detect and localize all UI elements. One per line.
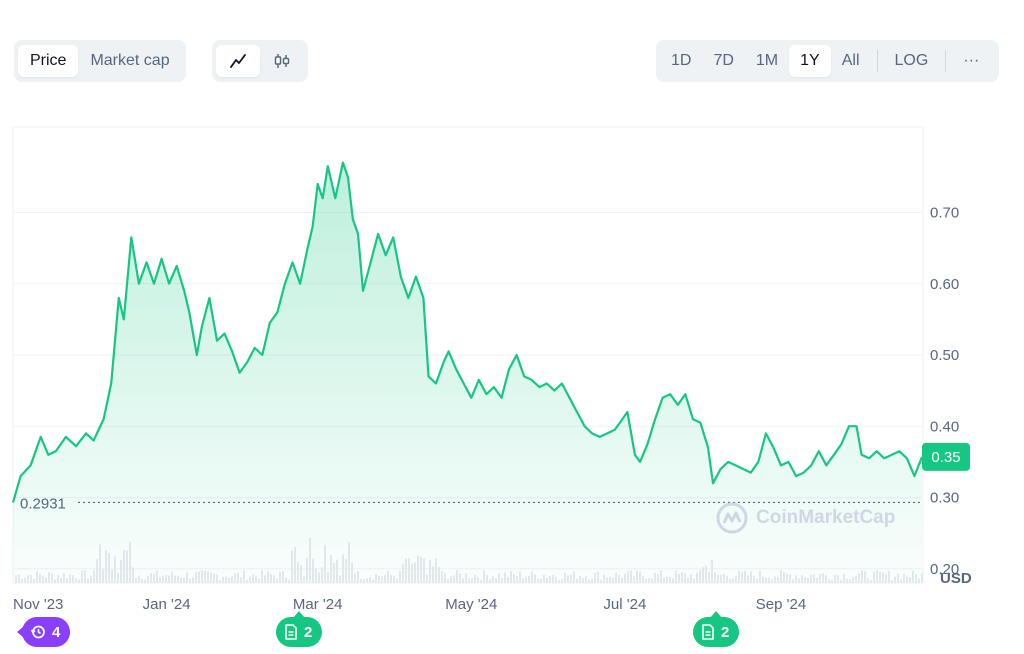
chart-style-toggle	[212, 40, 308, 82]
x-tick-label: Nov '23	[13, 596, 63, 613]
current-price-label: 0.35	[931, 449, 960, 466]
current-price-badge	[922, 442, 970, 471]
x-axis-ticks: Nov '23 Jan '24 Mar '24 May '24 Jul '24 Sep '…	[13, 596, 806, 613]
time-range-toggle: 1D 7D 1M 1Y All LOG ···	[656, 40, 999, 82]
y-tick-label: 0.60	[930, 276, 959, 293]
news-count: 2	[304, 623, 313, 641]
watermark-text: CoinMarketCap	[756, 507, 896, 528]
history-icon	[30, 625, 45, 639]
range-7d-button[interactable]: 7D	[713, 52, 734, 69]
document-icon	[285, 624, 297, 640]
x-tick-label: Mar '24	[293, 596, 343, 613]
log-scale-button[interactable]: LOG	[894, 52, 929, 69]
range-1d-button[interactable]: 1D	[671, 52, 692, 69]
price-line	[11, 161, 924, 503]
more-options-button[interactable]: ···	[963, 52, 980, 69]
y-axis-ticks: 0.70 0.60 0.50 0.40 0.30 0.20	[930, 205, 959, 578]
watermark: CoinMarketCap	[716, 502, 895, 534]
x-tick-label: May '24	[445, 596, 497, 613]
news-count: 2	[721, 623, 730, 641]
x-tick-label: Sep '24	[756, 596, 806, 613]
market-cap-tab[interactable]: Market cap	[90, 52, 170, 69]
y-tick-label: 0.70	[930, 205, 959, 222]
open-price-label: 0.2931	[20, 495, 66, 512]
x-tick-label: Jan '24	[143, 596, 191, 613]
price-area-fill	[13, 162, 922, 583]
candlestick-icon	[274, 54, 290, 68]
line-chart-icon	[230, 54, 246, 68]
line-chart-button[interactable]	[216, 45, 260, 77]
y-tick-label: 0.20	[930, 561, 959, 578]
x-tick-label: Jul '24	[603, 596, 646, 613]
chart-type-toggle: Price Market cap	[14, 40, 186, 82]
history-count: 4	[52, 623, 61, 641]
coinmarketcap-logo-icon	[716, 502, 748, 534]
y-tick-label: 0.30	[930, 490, 959, 507]
news-marker[interactable]: 2	[276, 611, 323, 647]
price-tab[interactable]: Price	[18, 45, 79, 77]
range-1y-button[interactable]: 1Y	[789, 45, 831, 77]
candlestick-chart-button[interactable]	[260, 45, 304, 77]
y-tick-label: 0.50	[930, 347, 959, 364]
news-marker[interactable]: 2	[693, 611, 740, 647]
toolbar-divider	[876, 50, 878, 72]
history-marker[interactable]: 4	[17, 617, 71, 647]
document-icon	[702, 624, 714, 640]
range-all-button[interactable]: All	[841, 52, 860, 69]
currency-label: USD	[940, 570, 972, 587]
toolbar-divider	[945, 50, 947, 72]
y-tick-label: 0.40	[930, 418, 959, 435]
range-1m-button[interactable]: 1M	[755, 52, 779, 69]
